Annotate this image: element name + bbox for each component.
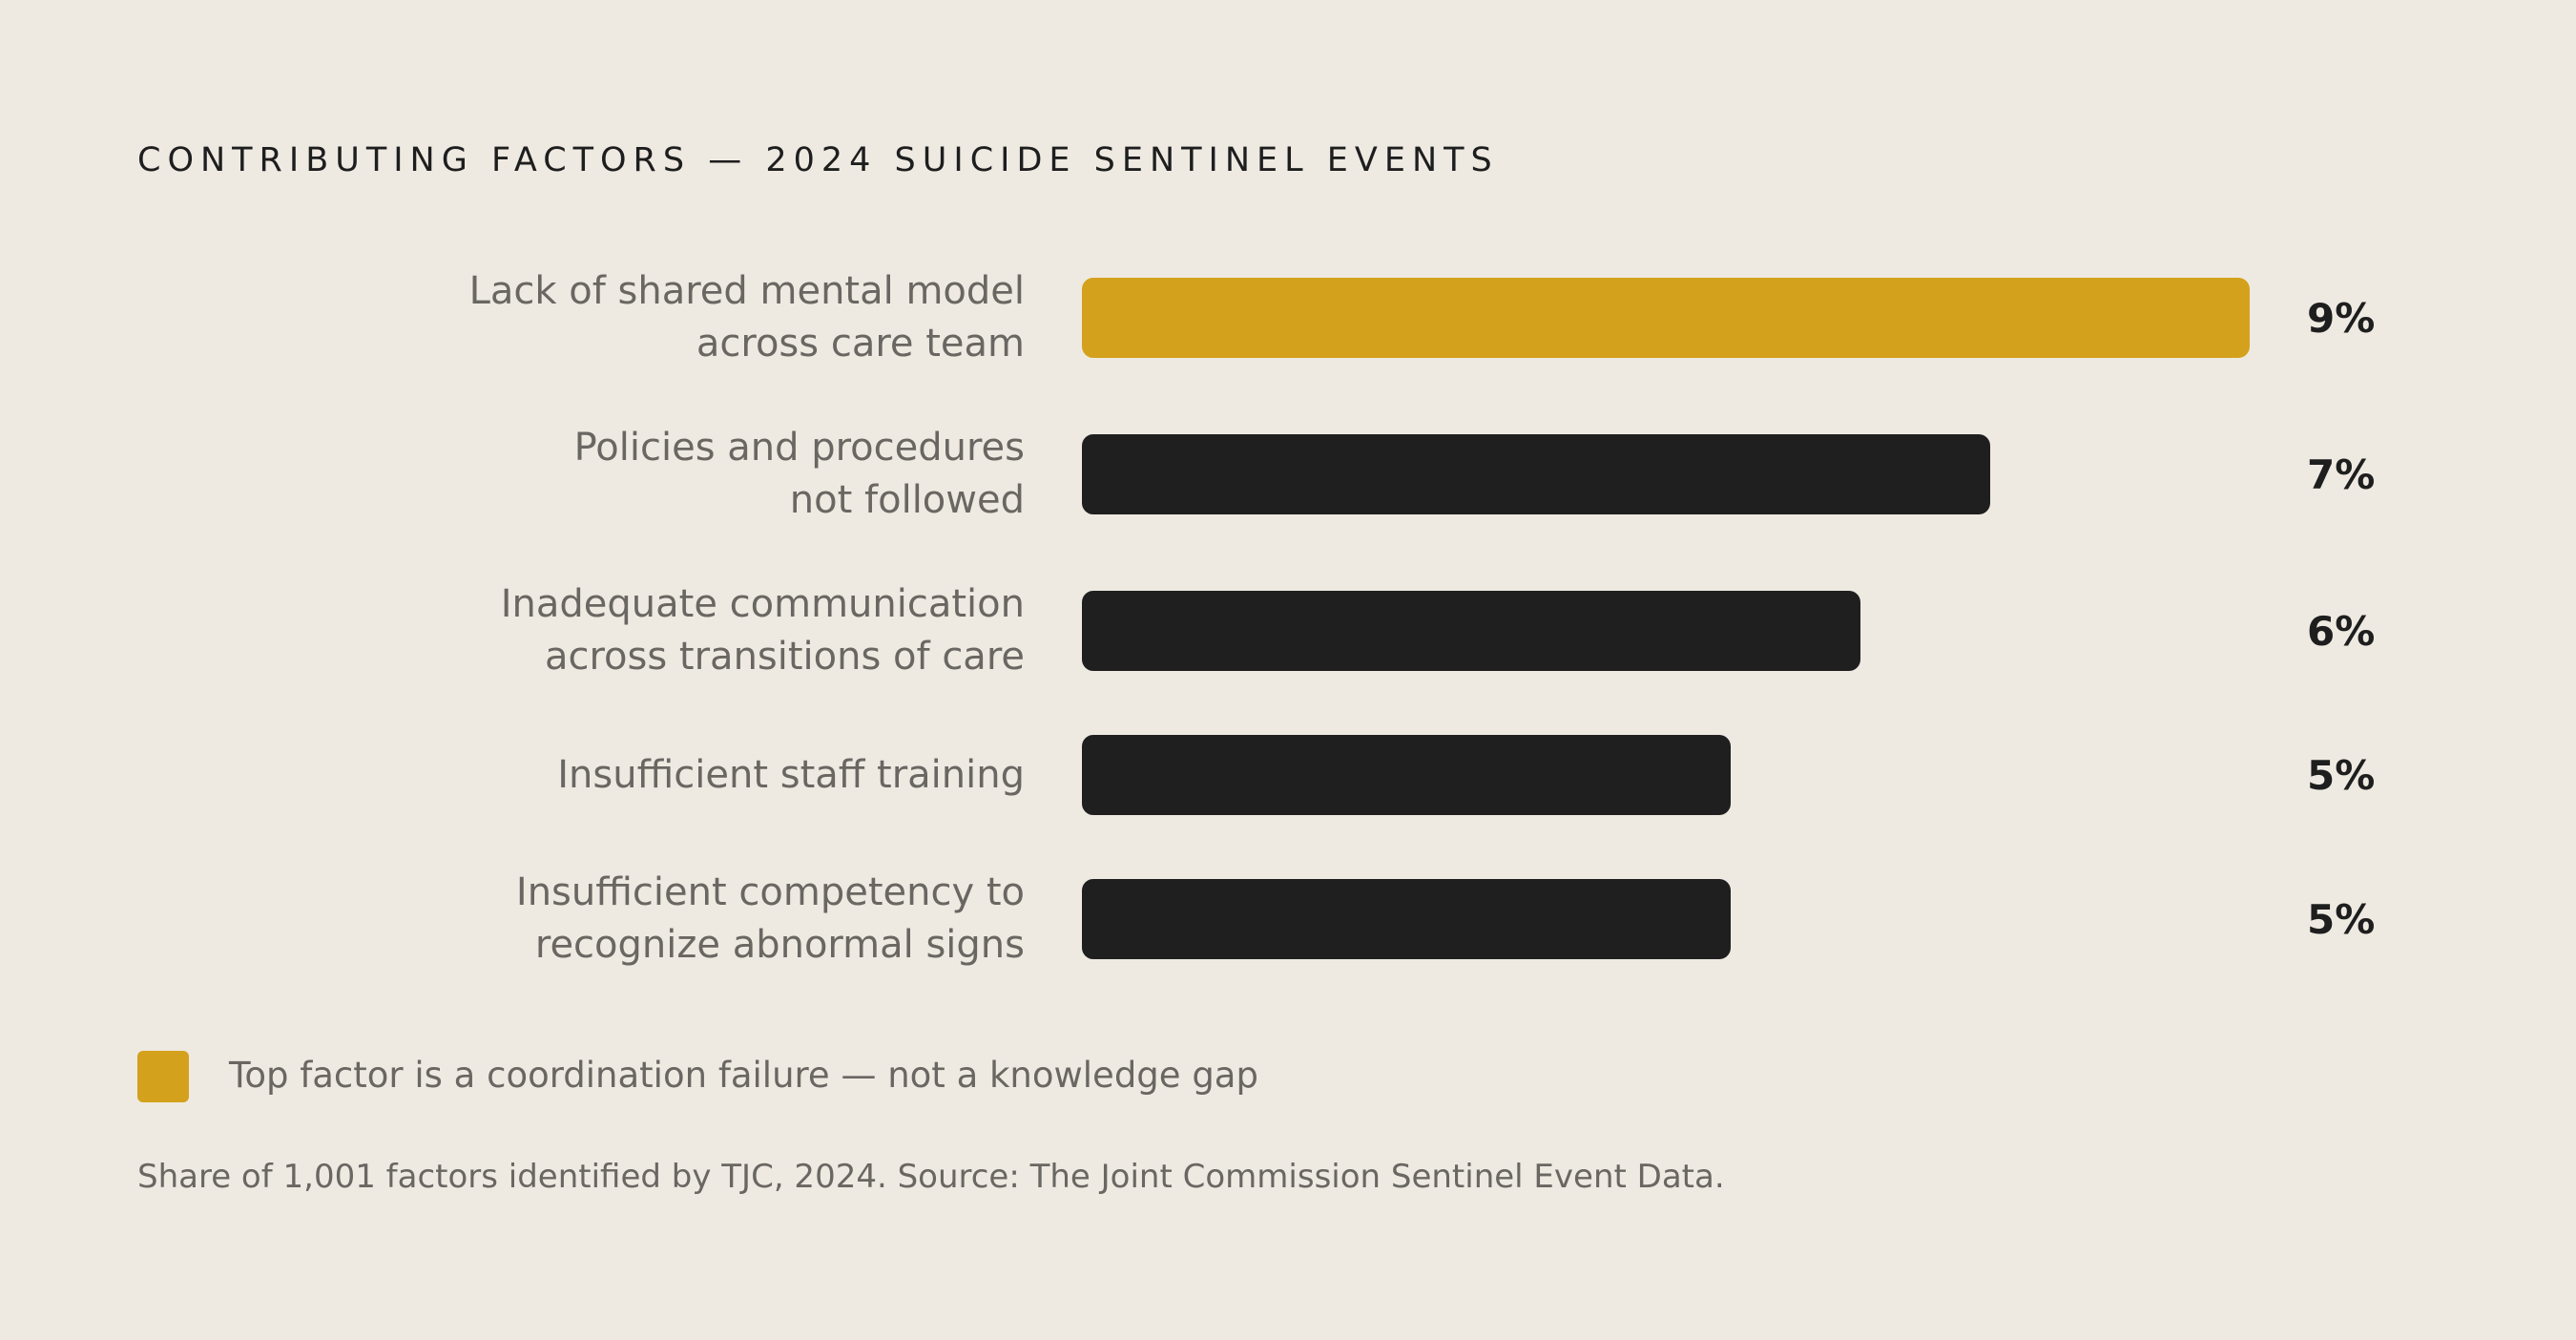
category-label-2: Policies and procedures not followed bbox=[166, 422, 1025, 527]
value-label-3: 6% bbox=[2307, 608, 2375, 655]
bar-4 bbox=[1082, 735, 1731, 815]
category-label-line: Inadequate communication bbox=[500, 582, 1025, 626]
bar-3 bbox=[1082, 591, 1860, 671]
value-label-4: 5% bbox=[2307, 752, 2375, 799]
category-label-1: Lack of shared mental model across care t… bbox=[166, 265, 1025, 370]
category-label-3: Inadequate communication across transitio… bbox=[166, 578, 1025, 683]
legend-swatch bbox=[137, 1051, 189, 1102]
category-label-line: not followed bbox=[789, 478, 1025, 522]
category-label-line: Policies and procedures bbox=[573, 426, 1025, 470]
category-label-4: Insufficient staff training bbox=[166, 749, 1025, 802]
value-label-2: 7% bbox=[2307, 451, 2375, 498]
chart-title: CONTRIBUTING FACTORS — 2024 SUICIDE SENT… bbox=[137, 141, 1499, 179]
bar-2 bbox=[1082, 434, 1990, 514]
category-label-line: across care team bbox=[696, 322, 1025, 366]
source-note: Share of 1,001 factors identified by TJC… bbox=[137, 1158, 1725, 1196]
bar-1 bbox=[1082, 278, 2250, 358]
value-label-5: 5% bbox=[2307, 896, 2375, 943]
category-label-line: recognize abnormal signs bbox=[534, 923, 1025, 967]
legend-text: Top factor is a coordination failure — n… bbox=[229, 1055, 1258, 1096]
category-label-line: across transitions of care bbox=[544, 635, 1025, 679]
bar-chart: 9% 7% 6% 5% 5% bbox=[1082, 278, 2375, 959]
category-label-line: Insufficient competency to bbox=[515, 870, 1025, 914]
bar-5 bbox=[1082, 879, 1731, 959]
category-label-line: Lack of shared mental model bbox=[468, 269, 1025, 313]
category-label-5: Insufficient competency to recognize abno… bbox=[166, 867, 1025, 972]
category-label-line: Insufficient staff training bbox=[557, 752, 1025, 797]
value-label-1: 9% bbox=[2307, 295, 2375, 342]
